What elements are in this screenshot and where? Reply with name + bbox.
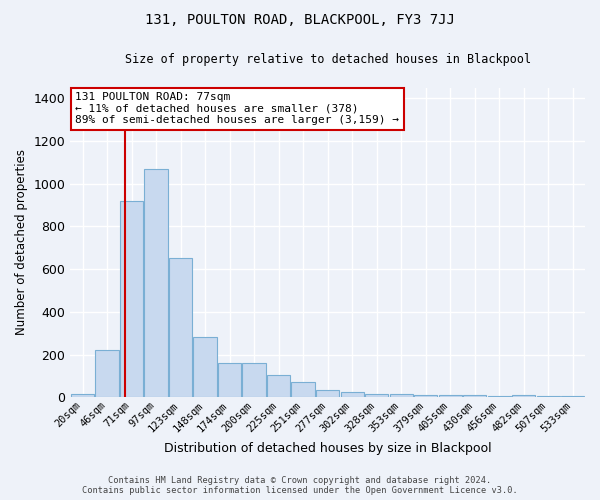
Bar	[365, 394, 388, 398]
Bar	[536, 396, 560, 398]
Bar	[71, 394, 94, 398]
Bar	[389, 394, 413, 398]
Bar	[414, 394, 437, 398]
Title: Size of property relative to detached houses in Blackpool: Size of property relative to detached ho…	[125, 52, 531, 66]
Bar	[316, 390, 339, 398]
Bar	[218, 363, 241, 398]
Bar	[439, 394, 462, 398]
Bar	[341, 392, 364, 398]
X-axis label: Distribution of detached houses by size in Blackpool: Distribution of detached houses by size …	[164, 442, 491, 455]
Text: 131 POULTON ROAD: 77sqm
← 11% of detached houses are smaller (378)
89% of semi-d: 131 POULTON ROAD: 77sqm ← 11% of detache…	[76, 92, 400, 126]
Bar	[512, 394, 535, 398]
Bar	[561, 396, 584, 398]
Text: 131, POULTON ROAD, BLACKPOOL, FY3 7JJ: 131, POULTON ROAD, BLACKPOOL, FY3 7JJ	[145, 12, 455, 26]
Y-axis label: Number of detached properties: Number of detached properties	[15, 150, 28, 336]
Bar	[120, 200, 143, 398]
Bar	[95, 350, 119, 398]
Bar	[463, 394, 487, 398]
Bar	[488, 396, 511, 398]
Bar	[267, 375, 290, 398]
Bar	[145, 168, 168, 398]
Bar	[169, 258, 192, 398]
Text: Contains HM Land Registry data © Crown copyright and database right 2024.
Contai: Contains HM Land Registry data © Crown c…	[82, 476, 518, 495]
Bar	[242, 363, 266, 398]
Bar	[193, 338, 217, 398]
Bar	[292, 382, 315, 398]
